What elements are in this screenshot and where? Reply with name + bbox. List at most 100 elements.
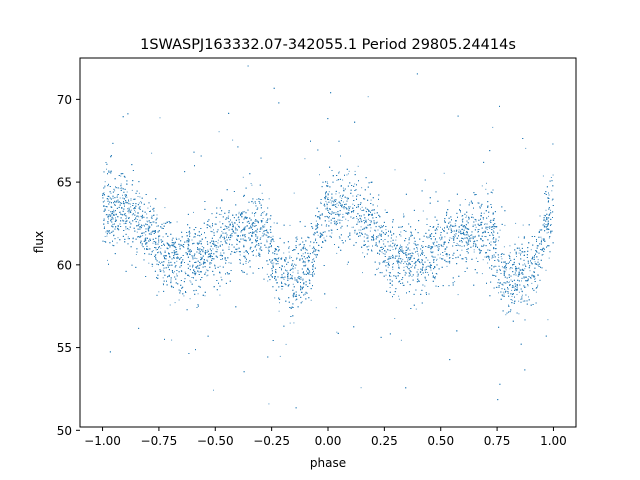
data-point [219, 294, 221, 296]
data-point [449, 237, 451, 239]
data-point [331, 232, 333, 234]
data-point [223, 238, 225, 240]
data-point [518, 313, 520, 315]
data-point [521, 294, 523, 296]
data-point [440, 226, 441, 228]
data-point [221, 230, 223, 232]
data-point [407, 268, 409, 270]
data-point [348, 170, 350, 172]
data-point [315, 238, 317, 240]
data-point [548, 237, 550, 239]
data-point [104, 185, 106, 187]
data-point [336, 202, 338, 204]
data-point [378, 242, 380, 244]
data-point [307, 261, 309, 263]
data-point [336, 331, 338, 333]
data-point [311, 247, 313, 249]
data-point [410, 234, 412, 236]
data-point [508, 304, 509, 306]
data-point [237, 248, 239, 250]
data-point [249, 246, 251, 248]
data-point [352, 195, 354, 197]
data-point [267, 247, 269, 249]
data-point [390, 244, 391, 246]
data-point [436, 273, 438, 275]
data-point [240, 235, 241, 237]
data-point [466, 215, 468, 217]
data-point [461, 249, 463, 251]
data-point [397, 259, 399, 261]
data-point [489, 221, 491, 222]
data-point [329, 208, 331, 210]
data-point [425, 267, 427, 269]
data-point [262, 212, 264, 214]
data-point [504, 224, 506, 226]
data-point [204, 295, 206, 297]
data-point [521, 280, 522, 282]
data-point [351, 211, 352, 213]
data-point [280, 258, 281, 260]
data-point [524, 264, 526, 266]
data-point [256, 231, 258, 233]
data-point [127, 236, 129, 238]
data-point [226, 243, 228, 245]
data-point [262, 218, 264, 219]
data-point [280, 267, 282, 269]
data-point [394, 318, 396, 319]
data-point [164, 250, 166, 252]
data-point [251, 184, 253, 186]
data-point [341, 220, 343, 221]
data-point [450, 224, 452, 226]
data-point [255, 203, 257, 204]
data-point [273, 222, 275, 224]
data-point [377, 205, 378, 207]
data-point [139, 196, 141, 198]
data-point [279, 302, 280, 304]
data-point [325, 200, 327, 202]
data-point [453, 236, 455, 238]
data-point [552, 174, 554, 176]
data-point [278, 310, 280, 312]
data-point [363, 236, 365, 238]
data-point [361, 206, 363, 208]
data-point [444, 236, 446, 238]
data-point [534, 278, 536, 280]
data-point [310, 299, 312, 301]
data-point [387, 259, 389, 261]
data-point [373, 223, 375, 225]
data-point [163, 222, 165, 224]
data-point [104, 236, 106, 237]
data-point [250, 183, 252, 184]
data-point [481, 185, 483, 187]
data-point [339, 213, 341, 215]
data-point [369, 230, 371, 232]
data-point [347, 173, 349, 175]
data-point [252, 242, 254, 244]
data-point [176, 260, 178, 262]
data-point [273, 258, 275, 260]
data-point [360, 226, 362, 228]
data-point [458, 229, 460, 231]
data-point [295, 299, 297, 301]
data-point [430, 250, 432, 252]
data-point [481, 273, 483, 275]
data-point [191, 239, 193, 241]
data-point [421, 259, 423, 261]
data-point [273, 241, 275, 242]
data-point [510, 279, 512, 281]
data-point [485, 188, 487, 190]
data-point [220, 252, 222, 254]
data-point [408, 272, 410, 274]
data-point [216, 249, 218, 251]
data-point [551, 199, 553, 201]
data-point [137, 215, 139, 217]
data-point [183, 295, 185, 297]
data-point [120, 175, 122, 177]
data-point [392, 249, 394, 250]
data-point [335, 212, 337, 214]
data-point [346, 263, 348, 265]
data-point [114, 190, 116, 192]
data-point [400, 235, 402, 237]
data-point [326, 215, 328, 217]
data-point [305, 264, 307, 266]
